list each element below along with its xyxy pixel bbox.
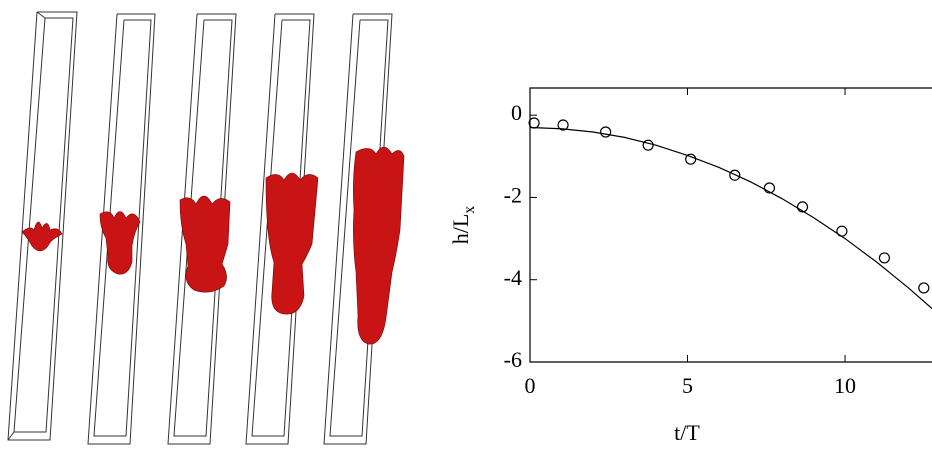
y-tick-label: 0 — [511, 100, 522, 125]
y-tick-label: -2 — [504, 182, 522, 207]
render-4 — [245, 13, 319, 445]
data-point — [642, 139, 654, 151]
y-axis-label-subscript: x — [461, 206, 478, 214]
data-point — [763, 182, 776, 194]
data-point — [729, 169, 741, 181]
data-point — [600, 126, 612, 138]
x-tick-label: 5 — [682, 373, 693, 398]
render-1 — [7, 11, 78, 441]
y-tick-label: -6 — [504, 347, 522, 372]
plot: t/T h/Lx 0 5 10 0 -2 -4 -6 — [448, 87, 932, 445]
y-tick-label: -4 — [504, 265, 522, 290]
data-point — [878, 252, 891, 264]
render-3 — [167, 13, 237, 445]
data-line — [529, 126, 932, 309]
simulation-renders — [7, 11, 405, 445]
x-axis-label: t/T — [674, 420, 700, 445]
data-point — [796, 201, 809, 213]
y-axis-label-main: h/L — [448, 214, 473, 245]
render-2 — [87, 13, 156, 445]
x-tick-label: 0 — [525, 373, 536, 398]
axes-frame — [529, 87, 932, 363]
x-tick-label: 10 — [834, 373, 856, 398]
data-point — [918, 282, 930, 294]
render-5 — [323, 13, 405, 445]
data-point — [557, 119, 569, 131]
y-axis-label: h/Lx — [448, 206, 478, 245]
